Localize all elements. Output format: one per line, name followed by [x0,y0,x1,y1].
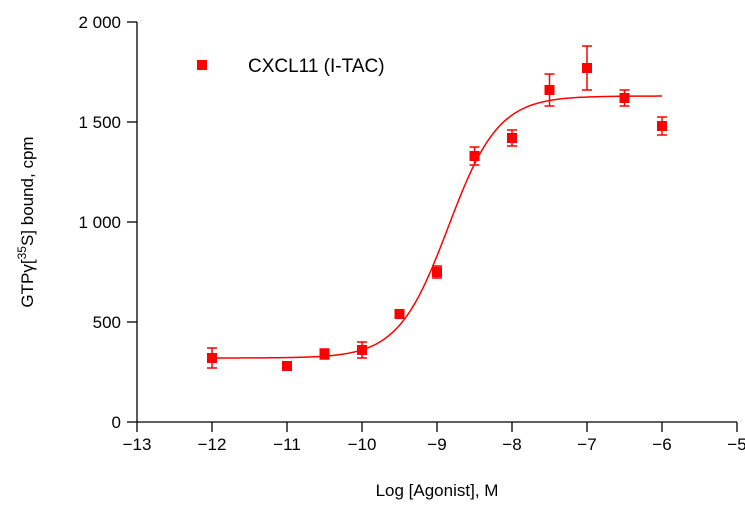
x-tick-label: −7 [577,435,596,454]
legend: CXCL11 (I-TAC) [197,56,385,77]
y-axis-title-superscript: 35 [15,246,29,260]
x-tick-label: −12 [198,435,227,454]
x-axis-title: Log [Agonist], M [376,481,499,500]
fit-curve [212,95,663,359]
y-axis-title-prefix: GTPγ[ [18,259,37,307]
x-tick-label: −6 [652,435,671,454]
y-tick-label: 1 500 [78,113,121,132]
y-axis-title-suffix: S] bound, cpm [18,136,37,246]
y-tick-label: 0 [112,413,121,432]
data-point [394,309,405,319]
data-point [357,345,367,355]
data-point [207,353,217,363]
axes: 0 500 1 000 1 500 2 000 −13 −12 −11 −10 −9 −8 −7 −6 −… [78,13,745,454]
data-point [544,85,555,95]
data-point [432,267,442,277]
data-point [582,63,592,73]
fit-curve-layer [212,95,663,359]
x-tick-label: −8 [502,435,521,454]
data-point [282,361,292,371]
x-tick-label: −9 [427,435,446,454]
y-tick-label: 1 000 [78,213,121,232]
data-point [469,151,480,161]
x-tick-label: −13 [123,435,152,454]
y-axis-title: GTPγ[35S] bound, cpm [15,136,37,307]
data-point [507,133,517,143]
x-tick-label: −11 [273,435,301,454]
data-point [657,121,667,131]
y-tick-label: 2 000 [78,13,121,32]
data-points-layer [207,45,667,371]
data-point [319,349,330,359]
y-tick-label: 500 [93,313,121,332]
legend-label: CXCL11 (I-TAC) [248,56,385,77]
x-tick-label: −10 [348,435,377,454]
x-tick-label: −5 [727,435,745,454]
data-point [619,93,630,103]
legend-marker [197,60,207,70]
